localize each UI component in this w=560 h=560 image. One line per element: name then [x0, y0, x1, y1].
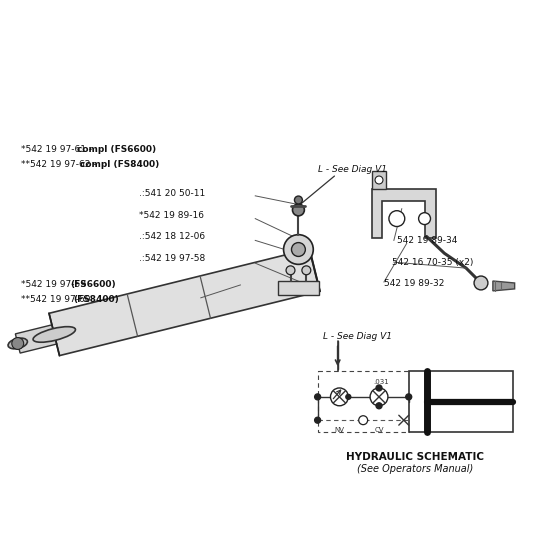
Circle shape: [283, 235, 313, 264]
Text: (See Operators Manual): (See Operators Manual): [357, 464, 473, 474]
Text: NV: NV: [334, 427, 344, 432]
Polygon shape: [372, 189, 436, 239]
Text: *542 19 89-16: *542 19 89-16: [139, 211, 204, 220]
Text: .:542 19 97-58: .:542 19 97-58: [139, 254, 206, 263]
Bar: [409, 371, 512, 432]
Circle shape: [474, 276, 488, 290]
Circle shape: [375, 176, 383, 184]
Bar: [372, 171, 386, 189]
Text: .:541 20 50-11: .:541 20 50-11: [139, 189, 206, 198]
Ellipse shape: [8, 338, 27, 349]
Text: (FS8400): (FS8400): [73, 295, 119, 304]
Circle shape: [389, 211, 405, 227]
Circle shape: [376, 403, 382, 409]
Text: .:542 18 12-06: .:542 18 12-06: [139, 232, 206, 241]
Text: 542 16 70-35 (x2): 542 16 70-35 (x2): [392, 258, 473, 267]
Text: L - See Diag V1: L - See Diag V1: [318, 165, 386, 174]
Circle shape: [419, 213, 431, 225]
Circle shape: [292, 242, 305, 256]
Circle shape: [406, 394, 412, 400]
Circle shape: [292, 204, 305, 216]
Circle shape: [315, 417, 320, 423]
Text: *542 19 97-59: *542 19 97-59: [21, 281, 88, 290]
Text: *542 19 97-61 -: *542 19 97-61 -: [21, 145, 95, 154]
Bar: [318, 371, 409, 432]
Text: compl (FS8400): compl (FS8400): [80, 160, 160, 169]
Text: L - See Diag V1: L - See Diag V1: [323, 332, 391, 341]
Text: HYDRAULIC SCHEMATIC: HYDRAULIC SCHEMATIC: [346, 452, 484, 462]
Circle shape: [376, 385, 382, 391]
Text: compl (FS6600): compl (FS6600): [77, 145, 156, 154]
Ellipse shape: [33, 326, 76, 342]
Circle shape: [346, 394, 351, 399]
Bar: [278, 281, 319, 295]
Text: .031: .031: [373, 379, 389, 385]
Circle shape: [295, 196, 302, 204]
Text: 542 19 89-34: 542 19 89-34: [397, 236, 457, 245]
Circle shape: [330, 388, 348, 406]
Circle shape: [286, 266, 295, 275]
Polygon shape: [493, 281, 515, 291]
Circle shape: [315, 394, 320, 400]
Polygon shape: [49, 249, 320, 356]
Circle shape: [370, 388, 388, 406]
Text: **542 19 97-60: **542 19 97-60: [21, 295, 93, 304]
Circle shape: [359, 416, 367, 424]
Text: (FS6600): (FS6600): [70, 281, 115, 290]
Text: 542 19 89-32: 542 19 89-32: [384, 279, 444, 288]
Text: **542 19 97-62 -: **542 19 97-62 -: [21, 160, 99, 169]
Polygon shape: [15, 325, 57, 353]
Text: CV: CV: [374, 427, 384, 432]
Circle shape: [12, 338, 24, 349]
Circle shape: [302, 266, 311, 275]
